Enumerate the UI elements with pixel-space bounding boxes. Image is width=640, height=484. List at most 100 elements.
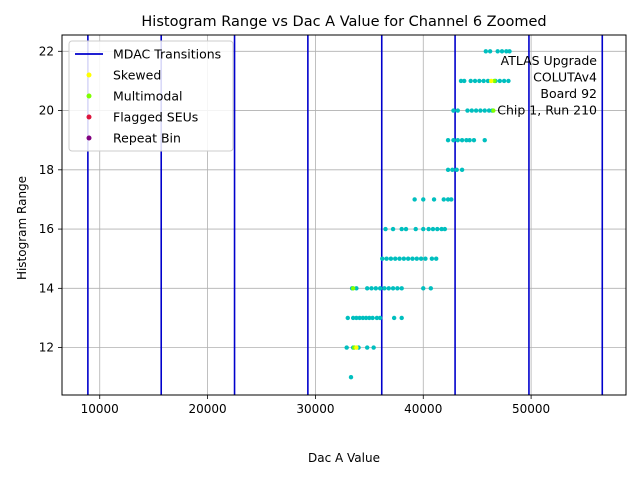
data-point (345, 315, 350, 321)
data-point (486, 108, 492, 113)
data-point (451, 108, 456, 113)
data-point (377, 286, 383, 291)
legend-label: Skewed (113, 68, 161, 83)
data-point (501, 78, 507, 84)
data-point (477, 78, 482, 84)
data-point (401, 256, 407, 261)
data-point (450, 167, 455, 173)
data-point (442, 226, 448, 232)
chart-title: Histogram Range vs Dac A Value for Chann… (141, 14, 546, 30)
x-tick-label: 50000 (512, 402, 550, 416)
data-point (458, 78, 464, 84)
y-axis-ticks: 12 14 16 18 20 22 (39, 44, 62, 355)
data-point (390, 226, 396, 232)
data-point (462, 78, 467, 84)
y-tick-label: 14 (39, 281, 54, 295)
data-point (410, 256, 415, 261)
data-point (455, 137, 460, 143)
data-point (399, 286, 404, 291)
legend-point-swatch (86, 135, 92, 141)
data-point (354, 345, 359, 350)
data-point (399, 315, 404, 321)
data-point (485, 78, 491, 84)
data-point (464, 137, 469, 143)
legend-point-swatch (86, 72, 92, 78)
data-point (350, 286, 356, 291)
data-point (421, 226, 426, 232)
data-point (465, 108, 470, 113)
legend-point-swatch (86, 114, 92, 120)
data-point (434, 256, 439, 261)
data-point (506, 78, 511, 84)
data-point (491, 108, 496, 113)
data-point (441, 197, 446, 202)
data-point (364, 345, 370, 350)
y-tick-label: 22 (39, 44, 54, 58)
y-axis-label: Histogram Range (15, 176, 29, 280)
data-point (497, 78, 503, 84)
data-point (495, 49, 500, 54)
data-point (421, 286, 426, 291)
data-point (426, 226, 431, 232)
data-point (439, 226, 444, 232)
data-point (482, 108, 487, 113)
data-point (499, 49, 505, 54)
data-point (354, 286, 359, 291)
data-point (370, 315, 375, 321)
data-point (390, 286, 396, 291)
data-point (504, 49, 509, 54)
data-point (483, 49, 489, 54)
data-point (431, 197, 437, 202)
data-point (469, 108, 474, 113)
data-point (384, 256, 389, 261)
data-point (445, 137, 451, 143)
data-point (388, 256, 394, 261)
data-point (455, 108, 460, 113)
annotation-line: Board 92 (540, 86, 597, 101)
legend-label: Multimodal (113, 89, 182, 104)
data-point (489, 78, 494, 84)
data-point (459, 167, 465, 173)
data-point (421, 197, 426, 202)
data-point (473, 108, 479, 113)
x-axis-ticks: 10000 20000 30000 40000 50000 (81, 395, 550, 416)
data-point (391, 315, 397, 321)
data-point (482, 137, 487, 143)
legend-box (68, 40, 234, 152)
x-tick-label: 10000 (81, 402, 119, 416)
data-point (405, 256, 411, 261)
x-tick-label: 40000 (404, 402, 442, 416)
data-point (428, 286, 434, 291)
data-point (445, 167, 451, 173)
data-point (386, 286, 391, 291)
data-point (350, 315, 356, 321)
data-point (380, 256, 385, 261)
data-point (507, 49, 512, 54)
data-point (369, 286, 374, 291)
data-point (367, 315, 372, 321)
plot-frame (61, 34, 627, 396)
y-tick-label: 12 (39, 341, 54, 355)
data-point (429, 256, 435, 261)
data-point (413, 226, 418, 232)
data-point (377, 315, 383, 321)
data-point (430, 226, 436, 232)
x-tick-label: 30000 (296, 402, 334, 416)
annotation-line: Chip 1, Run 210 (497, 103, 597, 118)
data-point (414, 256, 419, 261)
data-point (399, 226, 404, 232)
data-point (454, 167, 459, 173)
data-point (395, 286, 400, 291)
y-tick-label: 18 (39, 163, 54, 177)
data-point (471, 137, 477, 143)
data-point (348, 375, 354, 380)
data-point (354, 315, 359, 321)
data-point (412, 197, 417, 202)
data-point (418, 256, 424, 261)
data-point (423, 256, 428, 261)
x-tick-label: 20000 (188, 402, 226, 416)
data-point (393, 256, 398, 261)
data-point (397, 256, 402, 261)
data-point (445, 197, 451, 202)
